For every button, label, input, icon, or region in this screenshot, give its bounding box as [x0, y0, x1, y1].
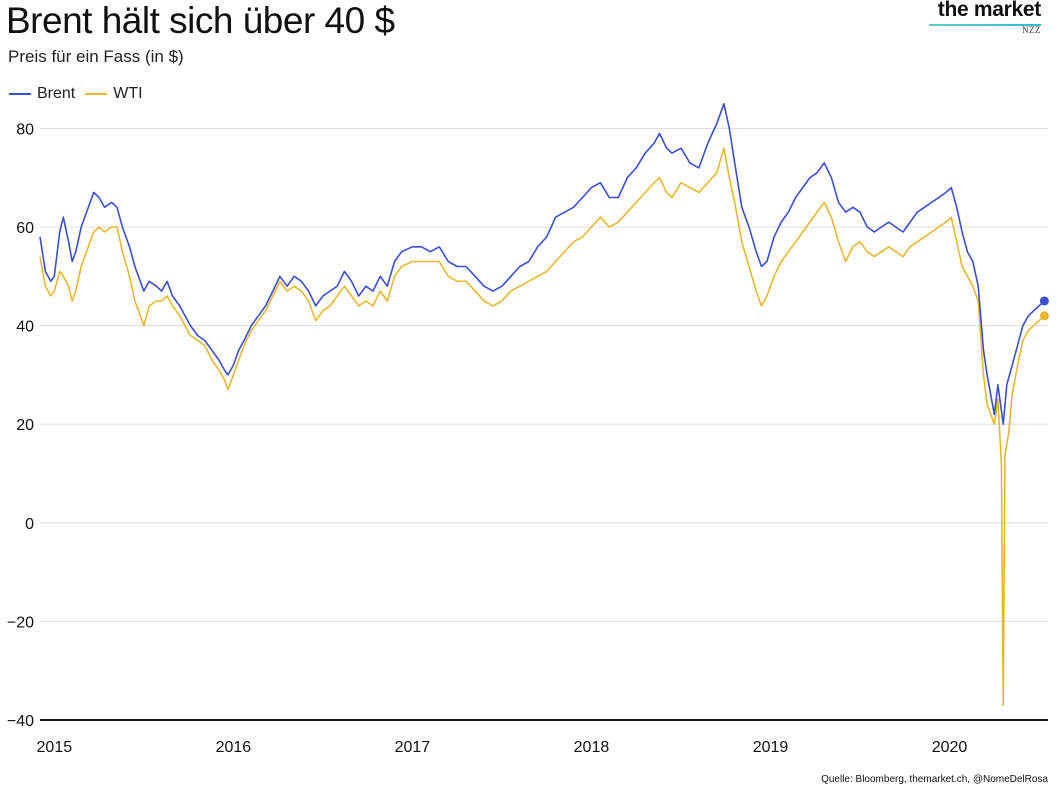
y-axis-ticks: 80 60 40 20 0 −20 −40	[7, 121, 34, 730]
brand-rule	[929, 24, 1041, 26]
x-tick-label: 2019	[753, 739, 789, 756]
x-tick-label: 2016	[216, 739, 252, 756]
x-axis-ticks: 2015 2016 2017 2018 2019 2020	[37, 739, 968, 756]
legend-item-wti: WTI	[85, 85, 143, 103]
series-lines	[39, 103, 1049, 706]
chart-title: Brent hält sich über 40 $	[6, 0, 395, 41]
source-note: Quelle: Bloomberg, themarket.ch, @NomeDe…	[821, 774, 1048, 785]
series-line-wti	[39, 147, 1045, 706]
brand-logo: the market NZZ	[929, 0, 1041, 40]
y-tick-label: 60	[16, 220, 34, 237]
series-line-brent	[39, 103, 1045, 425]
legend: Brent WTI	[9, 85, 143, 103]
legend-label-brent: Brent	[37, 85, 76, 102]
y-tick-label: 40	[16, 319, 34, 336]
y-tick-label: 20	[16, 417, 34, 434]
chart-subtitle: Preis für ein Fass (in $)	[8, 47, 184, 66]
x-tick-label: 2020	[932, 739, 968, 756]
x-tick-label: 2017	[395, 739, 431, 756]
y-tick-label: 80	[16, 121, 34, 138]
grid-lines	[40, 127, 1048, 721]
legend-swatch-wti	[85, 93, 108, 95]
series-end-marker-brent	[1039, 296, 1049, 306]
legend-item-brent: Brent	[9, 85, 75, 103]
x-tick-label: 2018	[574, 739, 610, 756]
series-end-marker-wti	[1039, 311, 1049, 321]
y-tick-label: −40	[7, 713, 34, 730]
legend-label-wti: WTI	[113, 85, 143, 102]
y-tick-label: −20	[7, 614, 34, 631]
x-tick-label: 2015	[37, 739, 73, 756]
brand-name: the market	[937, 0, 1042, 21]
legend-swatch-brent	[9, 93, 31, 95]
y-tick-label: 0	[25, 516, 34, 533]
brand-sub: NZZ	[1022, 25, 1041, 35]
